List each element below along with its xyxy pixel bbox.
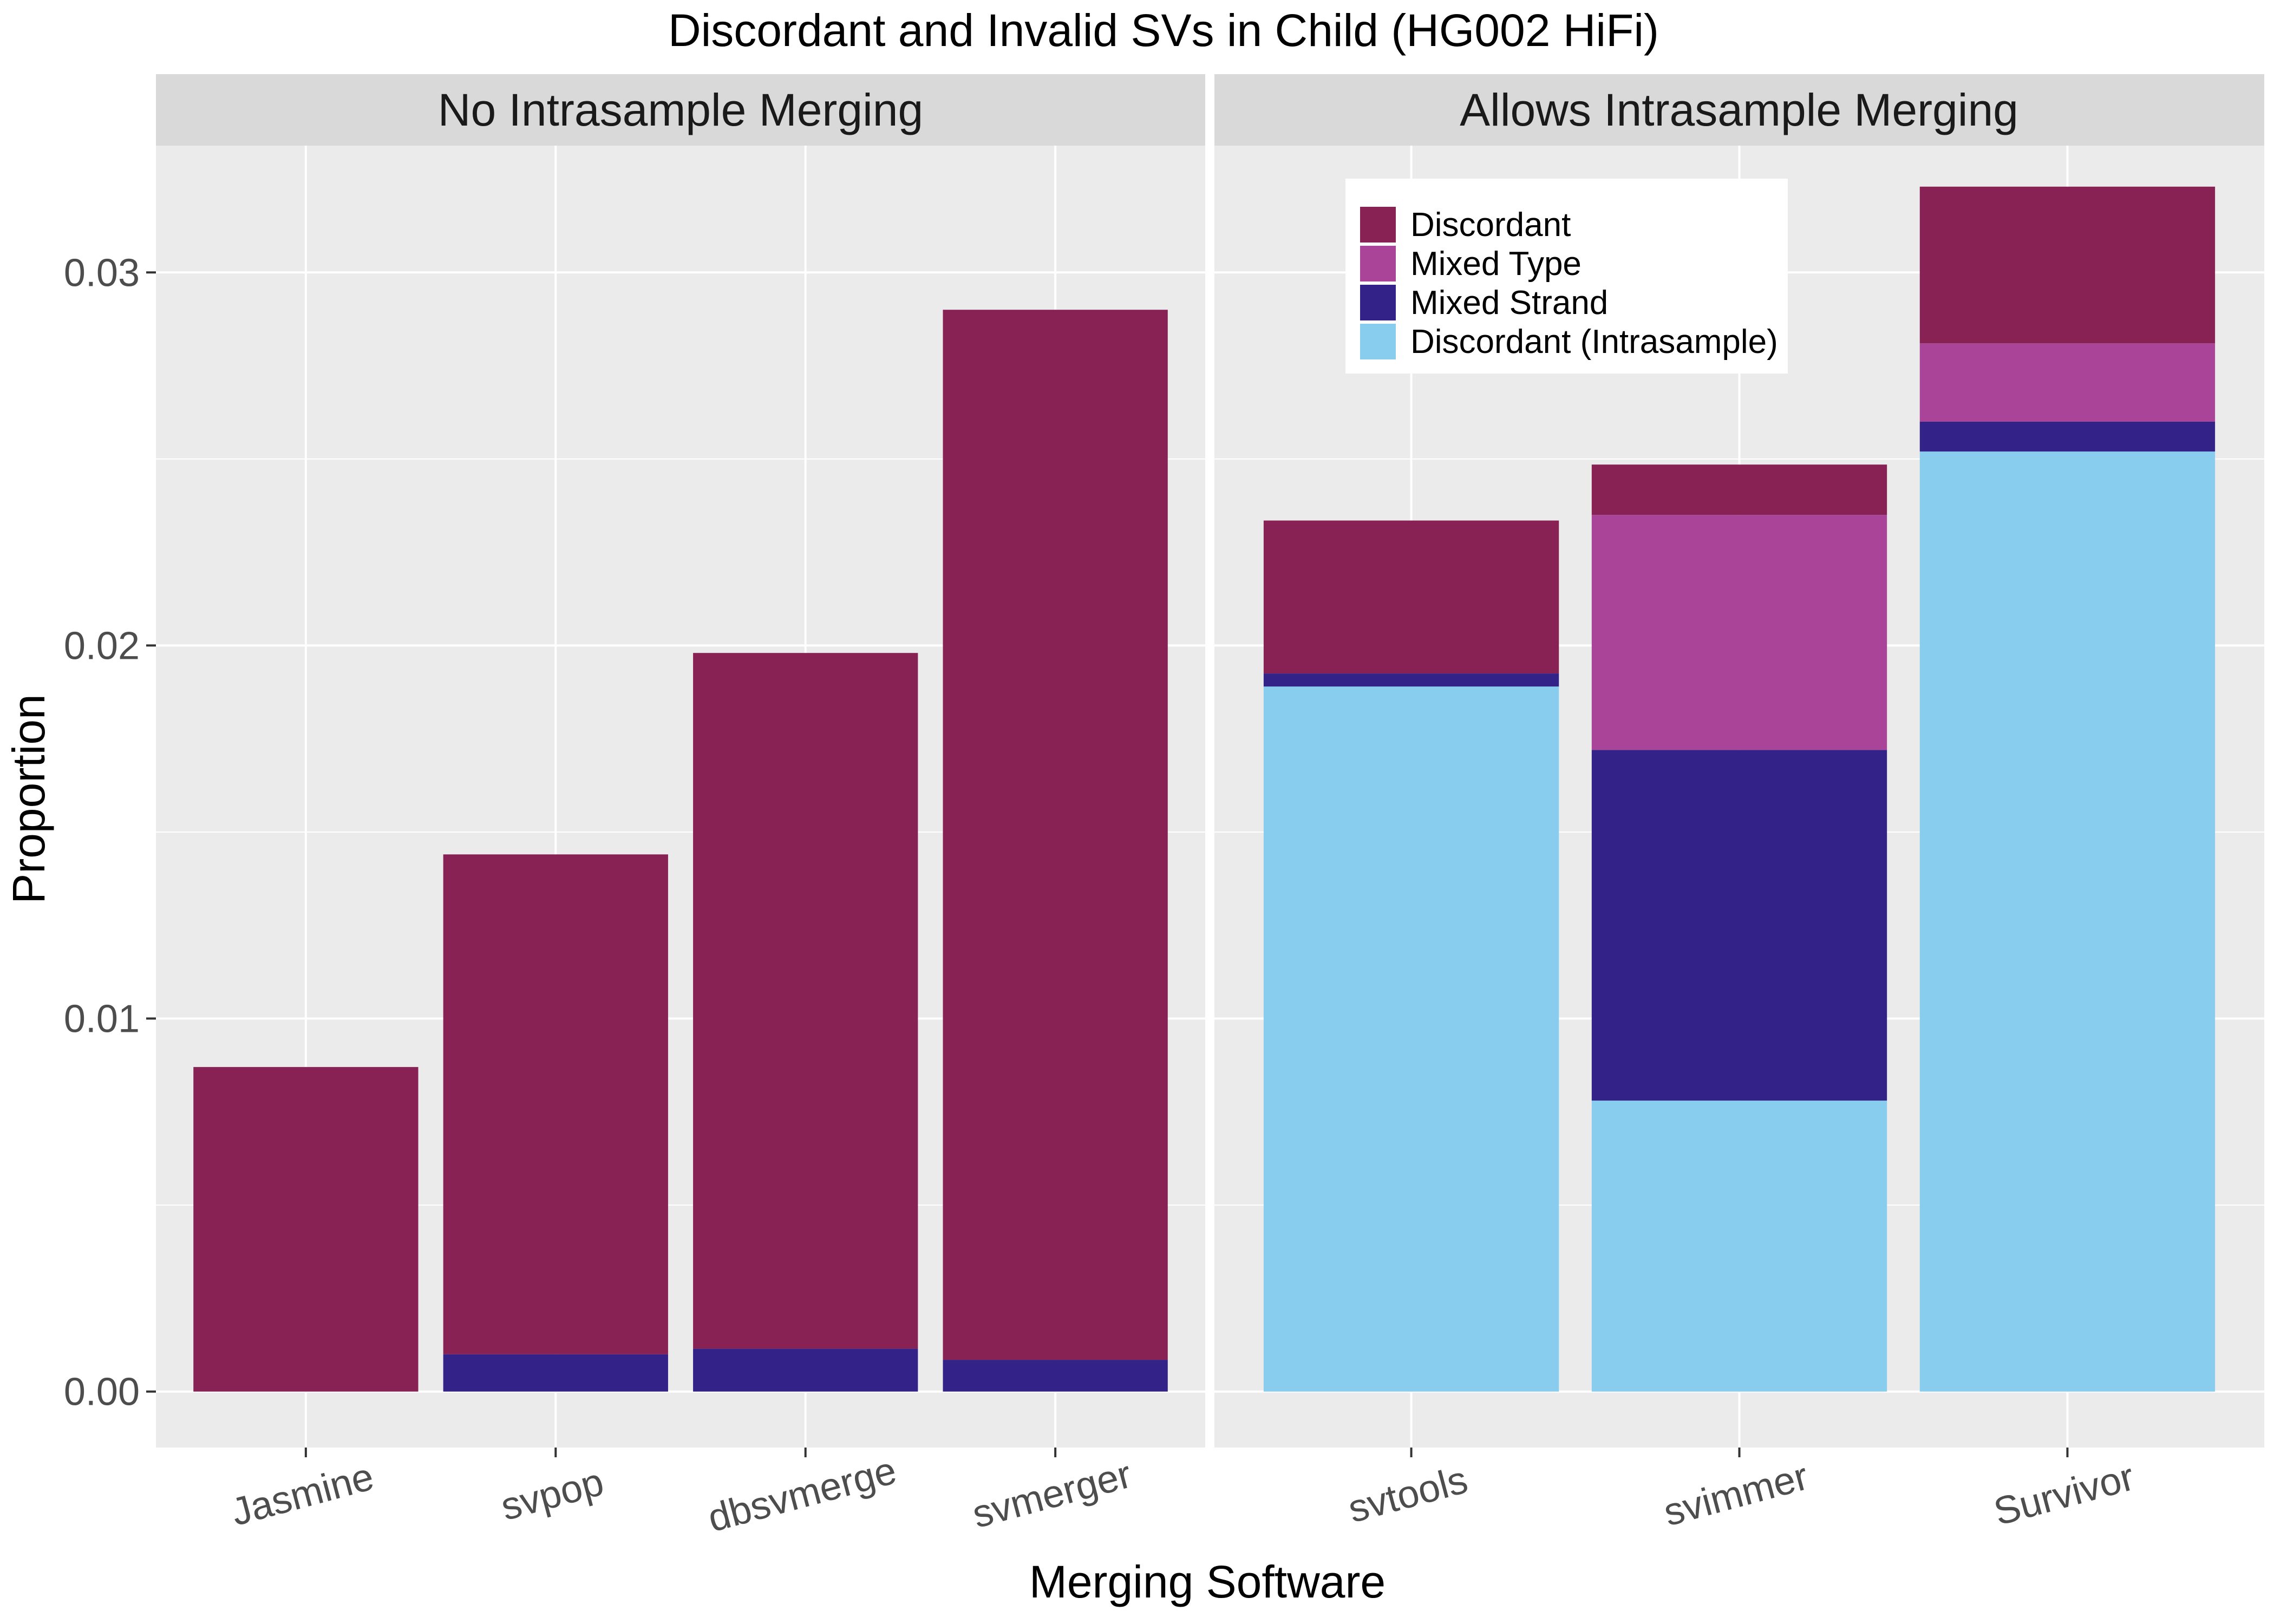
x-tick-label: svmerger [968, 1452, 1136, 1536]
bar-survivor-mixed-type [1919, 343, 2216, 422]
bars [1263, 186, 2216, 1392]
y-axis-title: Proportion [3, 694, 54, 904]
bar-svimmer-discordant [1591, 464, 1887, 515]
y-axis: 0.00 0.01 0.02 0.03 [64, 251, 156, 1414]
bar-svpop-discordant [443, 854, 668, 1354]
bar-svpop-mixed-strand [443, 1354, 668, 1392]
bar-svtools-discordant-intrasample [1263, 686, 1559, 1392]
y-tick-label: 0.00 [64, 1371, 140, 1414]
legend-label-discordant: Discordant [1410, 206, 1571, 244]
bar-svmerger-mixed-strand [943, 1360, 1168, 1392]
legend-label-discordant-intrasample: Discordant (Intrasample) [1410, 323, 1778, 361]
y-tick-label: 0.01 [64, 998, 140, 1041]
legend-box [1345, 179, 1788, 374]
x-axis-title: Merging Software [1029, 1556, 1386, 1607]
x-tick-label: Survivor [1989, 1455, 2139, 1534]
x-tick-label: Jasmine [227, 1455, 378, 1534]
legend-swatch-discordant [1360, 207, 1396, 243]
bar-svimmer-discordant-intrasample [1591, 1101, 1887, 1392]
x-tick-label: svimmer [1659, 1455, 1813, 1535]
bar-svtools-discordant [1263, 520, 1559, 674]
bar-dbsvmerge-discordant [693, 653, 918, 1349]
bar-svmerger-discordant [943, 310, 1168, 1360]
bars [193, 310, 1168, 1392]
strip-background [1214, 74, 2264, 146]
panel-no-intrasample-merging: No Intrasample Merging Jasmine svpop dbsvm… [156, 74, 1205, 1541]
bar-survivor-discordant-intrasample [1919, 451, 2216, 1392]
strip-label: No Intrasample Merging [438, 84, 923, 135]
y-tick-label: 0.02 [64, 624, 140, 667]
chart-title: Discordant and Invalid SVs in Child (HG0… [668, 5, 1659, 56]
strip-background [156, 74, 1205, 146]
x-tick-label: dbsvmerge [703, 1449, 901, 1540]
bar-svimmer-mixed-strand [1591, 750, 1887, 1101]
bar-survivor-mixed-strand [1919, 421, 2216, 452]
x-tick-labels: svtools svimmer Survivor [1344, 1448, 2139, 1535]
x-tick-labels: Jasmine svpop dbsvmerge svmerger [227, 1448, 1136, 1541]
x-tick-label: svpop [496, 1460, 608, 1529]
strip-label: Allows Intrasample Merging [1460, 84, 2018, 135]
y-tick-label: 0.03 [64, 251, 140, 294]
legend-swatch-mixed-strand [1360, 285, 1396, 320]
bar-svimmer-mixed-type [1591, 515, 1887, 750]
legend-label-mixed-strand: Mixed Strand [1410, 284, 1608, 322]
legend-label-mixed-type: Mixed Type [1410, 245, 1582, 283]
bar-svtools-mixed-strand [1263, 673, 1559, 687]
legend-swatch-mixed-type [1360, 246, 1396, 281]
x-tick-label: svtools [1344, 1458, 1472, 1531]
legend-swatch-discordant-intrasample [1360, 324, 1396, 359]
bar-jasmine-discordant [193, 1067, 419, 1392]
bar-dbsvmerge-mixed-strand [693, 1348, 918, 1392]
bar-survivor-discordant [1919, 186, 2216, 344]
